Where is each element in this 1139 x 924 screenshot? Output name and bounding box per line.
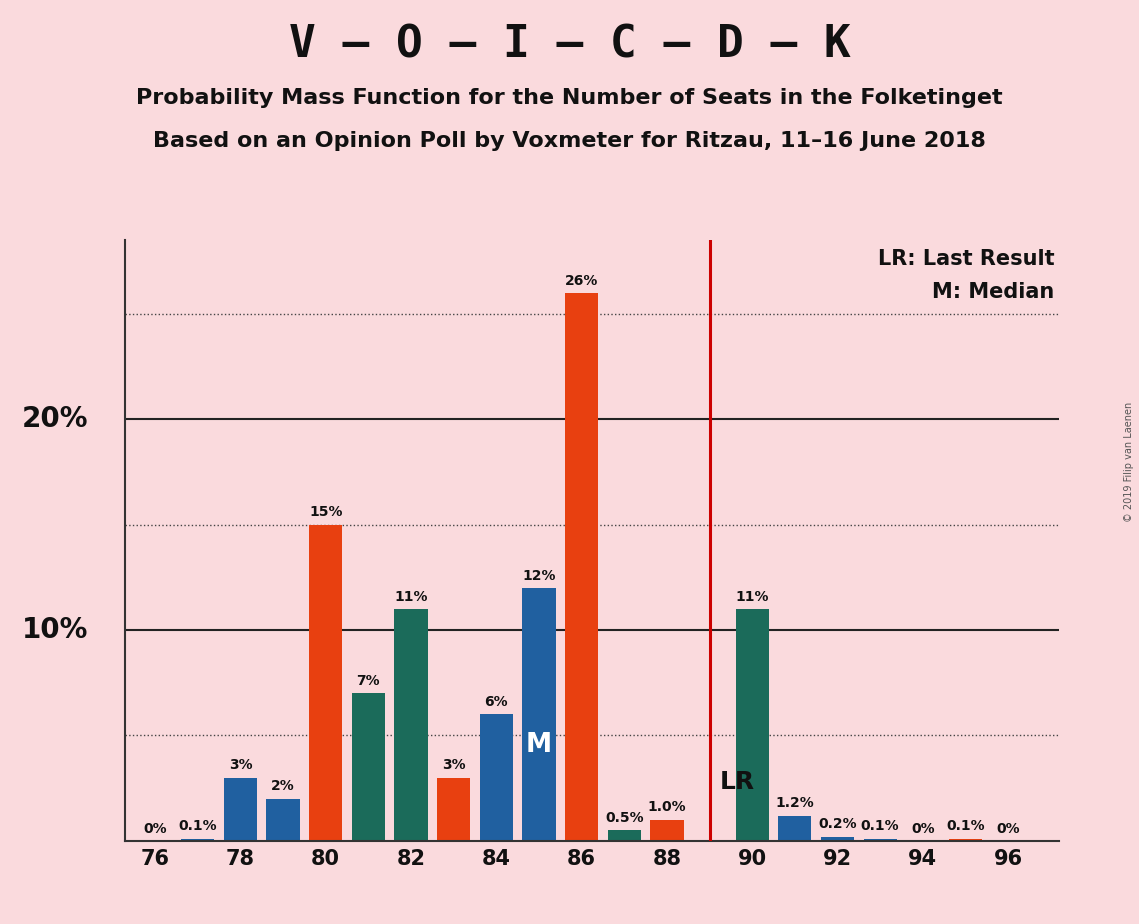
Text: 0%: 0% xyxy=(997,821,1019,835)
Bar xyxy=(352,693,385,841)
Text: 6%: 6% xyxy=(484,695,508,709)
Bar xyxy=(949,839,982,841)
Text: LR: LR xyxy=(720,771,755,795)
Bar xyxy=(480,714,513,841)
Text: 0.2%: 0.2% xyxy=(818,818,857,832)
Bar xyxy=(863,839,896,841)
Text: LR: Last Result: LR: Last Result xyxy=(878,249,1055,269)
Text: 0%: 0% xyxy=(911,821,935,835)
Text: M: M xyxy=(526,732,552,758)
Text: 3%: 3% xyxy=(442,759,466,772)
Text: 10%: 10% xyxy=(22,616,89,644)
Text: 3%: 3% xyxy=(229,759,252,772)
Text: © 2019 Filip van Laenen: © 2019 Filip van Laenen xyxy=(1124,402,1133,522)
Bar xyxy=(650,820,683,841)
Bar xyxy=(821,836,854,841)
Text: 2%: 2% xyxy=(271,780,295,794)
Text: 12%: 12% xyxy=(522,568,556,583)
Text: M: Median: M: Median xyxy=(933,282,1055,302)
Text: 11%: 11% xyxy=(736,590,769,603)
Bar xyxy=(565,293,598,841)
Text: V – O – I – C – D – K: V – O – I – C – D – K xyxy=(288,23,851,67)
Bar xyxy=(223,778,257,841)
Text: Probability Mass Function for the Number of Seats in the Folketinget: Probability Mass Function for the Number… xyxy=(137,88,1002,108)
Text: 0.1%: 0.1% xyxy=(861,820,900,833)
Bar xyxy=(523,588,556,841)
Bar xyxy=(394,609,427,841)
Text: 0.1%: 0.1% xyxy=(179,820,218,833)
Text: 26%: 26% xyxy=(565,274,598,287)
Text: 15%: 15% xyxy=(309,505,343,519)
Bar xyxy=(309,525,343,841)
Bar xyxy=(736,609,769,841)
Text: 20%: 20% xyxy=(22,406,89,433)
Bar xyxy=(181,839,214,841)
Text: 0.5%: 0.5% xyxy=(605,811,644,825)
Bar xyxy=(437,778,470,841)
Text: 0%: 0% xyxy=(144,821,167,835)
Text: 11%: 11% xyxy=(394,590,428,603)
Text: 0.1%: 0.1% xyxy=(947,820,985,833)
Bar xyxy=(607,831,641,841)
Text: 1.2%: 1.2% xyxy=(776,796,814,810)
Bar xyxy=(267,798,300,841)
Text: 1.0%: 1.0% xyxy=(648,800,686,814)
Bar xyxy=(778,816,811,841)
Text: Based on an Opinion Poll by Voxmeter for Ritzau, 11–16 June 2018: Based on an Opinion Poll by Voxmeter for… xyxy=(153,131,986,152)
Text: 7%: 7% xyxy=(357,674,380,688)
